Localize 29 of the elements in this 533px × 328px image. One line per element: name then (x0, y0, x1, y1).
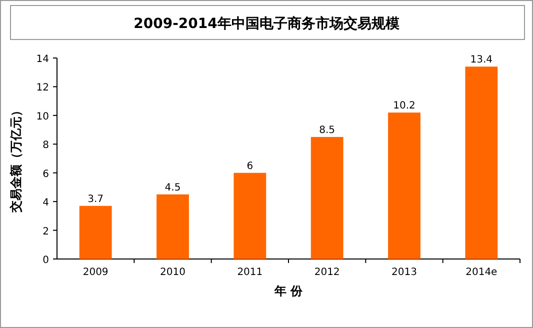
x-tick-label: 2012 (314, 267, 340, 278)
y-tick-label: 6 (42, 168, 49, 180)
bar (388, 112, 420, 259)
y-tick-label: 12 (36, 82, 49, 94)
bar (79, 206, 112, 259)
chart-title: 2009-2014年中国电子商务市场交易规模 (134, 15, 400, 32)
data-label: 6 (246, 160, 254, 172)
y-tick-label: 14 (36, 54, 49, 65)
y-tick-label: 4 (42, 198, 49, 209)
bar (156, 194, 189, 259)
x-tick-label: 2011 (237, 267, 263, 278)
y-tick-label: 8 (42, 140, 49, 152)
x-tick-label: 2010 (160, 267, 186, 278)
y-tick-label: 2 (42, 226, 49, 238)
data-label: 8.5 (319, 124, 336, 136)
data-label: 10.2 (393, 100, 416, 112)
bar (310, 136, 344, 259)
x-tick-label: 2013 (392, 267, 417, 278)
bar (234, 172, 266, 259)
data-label: 4.5 (164, 182, 181, 194)
x-tick-label: 2014e (466, 267, 498, 278)
x-tick-label: 2009 (82, 267, 108, 278)
x-axis-title: 年 份 (273, 284, 304, 298)
y-tick-label: 10 (36, 111, 49, 122)
y-tick-label: 0 (42, 255, 49, 266)
bar (465, 66, 498, 259)
data-label: 3.7 (88, 194, 104, 205)
data-label: 13.4 (470, 54, 493, 66)
y-axis-title: 交易金额（万亿元） (9, 104, 23, 214)
